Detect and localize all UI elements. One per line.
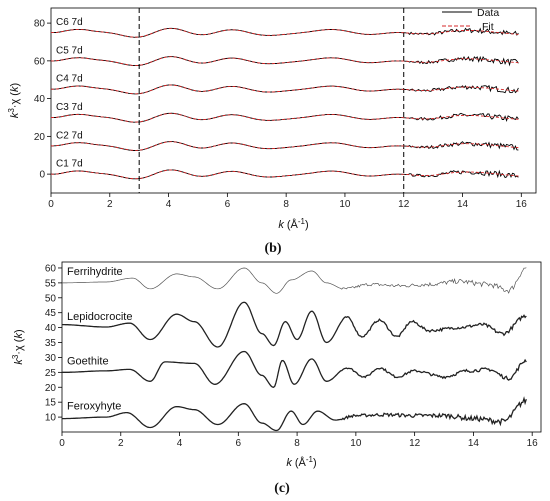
y-tick-label-b: 20 [34, 132, 46, 143]
legend-data-label: Data [477, 7, 499, 19]
panel-b: 0 2 4 6 8 10 12 14 16 0 20 40 60 80 C6 7d C5 7d C4 7d C3 … [7, 7, 537, 231]
panel-label-c: (c) [274, 481, 290, 496]
reference-line-goethite [61, 350, 527, 389]
x-tick-label-b: 8 [283, 199, 289, 210]
x-tick-label-b: 16 [516, 199, 528, 210]
x-tick-label-b: 4 [166, 199, 172, 210]
x-tick-label-c: 10 [350, 438, 362, 449]
x-tick-label-b: 0 [48, 199, 54, 210]
x-tick-label-b: 10 [339, 199, 351, 210]
fit-line-c1-7d [50, 169, 519, 180]
x-tick-label-c: 14 [468, 438, 480, 449]
y-tick-label-c: 10 [45, 413, 57, 424]
x-tick-label-b: 6 [225, 199, 231, 210]
reference-line-ferrihydrite [62, 267, 527, 294]
series-label: C3 7d [56, 102, 83, 113]
y-axis-label-c: k3·χ (k) [11, 329, 26, 364]
plot-frame-c [61, 261, 542, 433]
fit-line-c2-7d [50, 141, 519, 151]
x-tick-label-c: 6 [236, 438, 242, 449]
x-tick-label-c: 8 [294, 438, 300, 449]
fit-line-c4-7d [51, 84, 519, 95]
y-tick-label-c: 60 [45, 263, 57, 274]
y-tick-label-c: 35 [45, 338, 57, 349]
series-label: Lepidocrocite [67, 311, 132, 323]
series-label: Ferrihydrite [67, 266, 123, 278]
series-label: Feroxyhyte [67, 400, 121, 412]
panel-c: 0 2 4 6 8 10 12 14 16 10 15 20 25 30 35 40 45 50 55 60 Ferri… [11, 261, 542, 470]
legend: Data Fit [442, 7, 499, 33]
plot-frame-b [50, 7, 537, 194]
reference-line-lepidocrocite [62, 301, 527, 348]
fit-line-c3-7d [51, 112, 519, 123]
data-line-c4-7d [51, 84, 519, 95]
series-label: C6 7d [56, 17, 83, 28]
y-tick-label-c: 30 [45, 353, 57, 364]
y-tick-label-c: 15 [45, 398, 57, 409]
x-tick-label-c: 12 [409, 438, 421, 449]
x-axis-label-b: k (Å-1) [278, 217, 308, 232]
reference-line-feroxyhyte [62, 396, 527, 432]
data-line-c5-7d [51, 55, 519, 67]
y-tick-label-c: 25 [45, 368, 57, 379]
x-tick-label-b: 14 [457, 199, 469, 210]
series-label: C4 7d [56, 74, 83, 85]
y-tick-label-c: 20 [45, 383, 57, 394]
x-tick-label-c: 0 [59, 438, 65, 449]
y-tick-label-c: 50 [45, 293, 57, 304]
series-label: C5 7d [56, 45, 83, 56]
data-line-c3-7d [51, 112, 519, 123]
y-tick-label-b: 80 [34, 19, 46, 30]
series-label: C1 7d [56, 159, 83, 170]
y-tick-label-c: 55 [45, 278, 57, 289]
data-line-c1-7d [50, 169, 519, 180]
y-tick-label-c: 40 [45, 323, 57, 334]
series-label: C2 7d [56, 130, 83, 141]
y-axis-label-b: k3·χ (k) [7, 83, 22, 118]
y-tick-label-b: 60 [34, 56, 46, 67]
x-tick-label-b: 12 [398, 199, 410, 210]
x-axis-label-c: k (Å-1) [286, 455, 316, 470]
data-line-c2-7d [50, 141, 519, 151]
y-tick-label-b: 0 [39, 170, 45, 181]
x-tick-label-c: 2 [118, 438, 124, 449]
legend-fit-label: Fit [482, 21, 494, 33]
panel-label-b: (b) [264, 241, 281, 256]
y-tick-label-c: 45 [45, 308, 57, 319]
x-tick-label-c: 4 [177, 438, 183, 449]
fit-line-c6-7d [50, 27, 519, 38]
fit-line-c5-7d [51, 56, 519, 66]
y-tick-label-b: 40 [34, 94, 46, 105]
x-tick-label-c: 16 [527, 438, 539, 449]
x-tick-label-b: 2 [107, 199, 113, 210]
series-label: Goethite [67, 356, 109, 368]
data-line-c6-7d [50, 27, 519, 38]
